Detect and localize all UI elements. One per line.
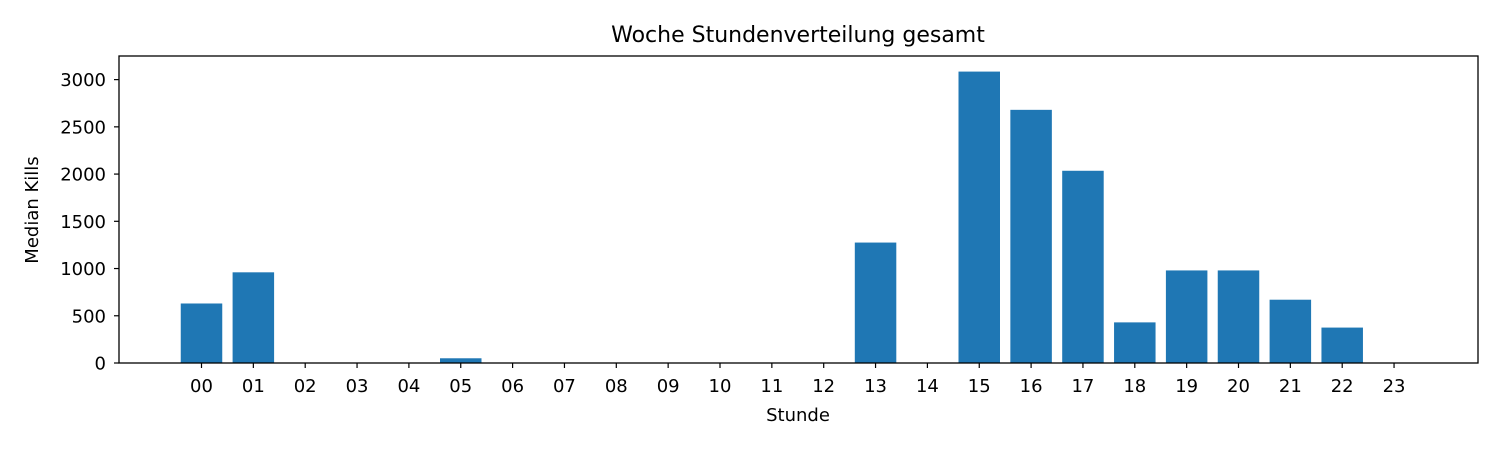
x-tick-label: 05	[449, 376, 472, 397]
bar-15	[958, 71, 1000, 363]
x-axis-label: Stunde	[766, 405, 830, 426]
x-tick-label: 10	[709, 376, 732, 397]
x-tick-label: 00	[190, 376, 213, 397]
bar-01	[232, 272, 275, 363]
x-tick-label: 11	[760, 376, 783, 397]
x-tick-label: 13	[864, 376, 887, 397]
x-tick-label: 21	[1279, 376, 1302, 397]
x-tick-label: 17	[1071, 376, 1094, 397]
bar-16	[1010, 109, 1052, 363]
y-tick-label: 500	[72, 306, 106, 327]
bar-18	[1114, 322, 1156, 363]
bar-17	[1062, 170, 1104, 363]
bar-22	[1321, 327, 1363, 363]
y-axis-label: Median Kills	[22, 156, 43, 263]
x-tick-label: 01	[242, 376, 265, 397]
bar-19	[1165, 270, 1208, 363]
bar-13	[854, 242, 897, 363]
x-tick-label: 07	[553, 376, 576, 397]
plot-frame	[118, 55, 1479, 364]
bar-20	[1217, 270, 1260, 363]
x-tick-label: 23	[1383, 376, 1406, 397]
y-tick-label: 0	[95, 354, 106, 375]
chart-title: Woche Stundenverteilung gesamt	[611, 23, 985, 48]
y-tick-label: 1500	[60, 212, 106, 233]
x-tick-label: 22	[1331, 376, 1354, 397]
x-tick-label: 19	[1175, 376, 1198, 397]
bars-group	[180, 71, 1363, 363]
x-tick-label: 20	[1227, 376, 1250, 397]
x-tick-label: 03	[346, 376, 369, 397]
y-tick-label: 1000	[60, 259, 106, 280]
bar-05	[440, 358, 482, 363]
x-tick-label: 09	[657, 376, 680, 397]
x-axis-ticks: 00 01 02 03 04 05 06 07 08 09 10 11 12 13 14 15 16 17 18 19…	[190, 363, 1406, 397]
y-tick-label: 3000	[60, 70, 106, 91]
y-tick-label: 2000	[60, 165, 106, 186]
x-tick-label: 06	[501, 376, 524, 397]
x-tick-label: 04	[397, 376, 420, 397]
y-axis-ticks: 0 500 1000 1500 2000 2500 3000	[60, 70, 119, 375]
bar-00	[180, 303, 223, 363]
x-tick-label: 16	[1020, 376, 1043, 397]
x-tick-label: 18	[1123, 376, 1146, 397]
x-tick-label: 12	[812, 376, 835, 397]
x-tick-label: 15	[968, 376, 991, 397]
x-tick-label: 02	[294, 376, 317, 397]
bar-21	[1269, 299, 1312, 363]
y-tick-label: 2500	[60, 117, 106, 138]
x-tick-label: 08	[605, 376, 628, 397]
x-tick-label: 14	[916, 376, 939, 397]
